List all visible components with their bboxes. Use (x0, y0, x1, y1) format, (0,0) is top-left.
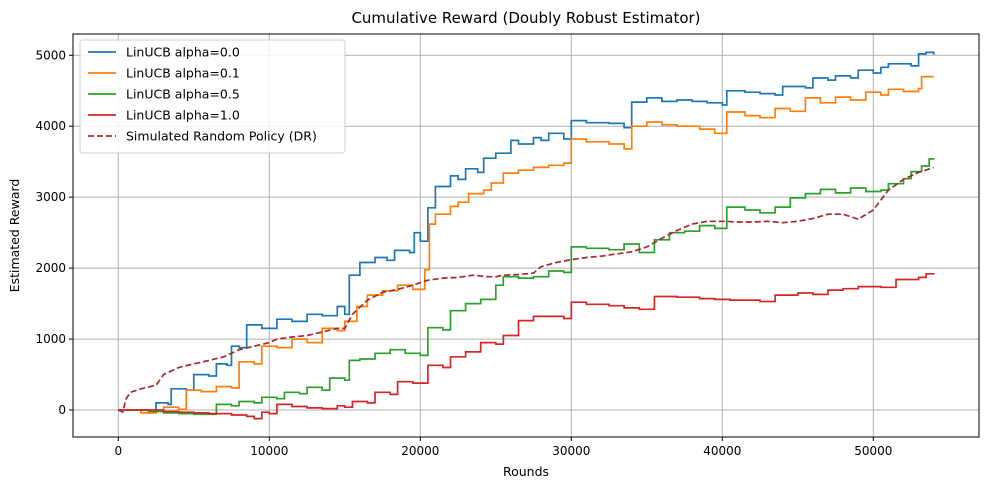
y-axis-label: Estimated Reward (7, 179, 22, 293)
chart-title: Cumulative Reward (Doubly Robust Estimat… (351, 9, 700, 27)
legend-box (79, 39, 346, 154)
x-tick-label: 10000 (250, 444, 288, 458)
x-tick-label: 40000 (703, 444, 741, 458)
y-tick-label: 3000 (35, 190, 66, 204)
y-tick-label: 0 (58, 403, 66, 417)
y-tick-label: 4000 (35, 119, 66, 133)
x-tick-label: 50000 (854, 444, 892, 458)
legend-label: LinUCB alpha=0.5 (126, 87, 240, 102)
legend-label: Simulated Random Policy (DR) (126, 129, 317, 144)
plot-frame (72, 33, 980, 438)
legend-label: LinUCB alpha=0.0 (126, 45, 240, 60)
series-line-2 (118, 158, 935, 416)
x-tick-label: 0 (114, 444, 122, 458)
y-tick-label: 2000 (35, 261, 66, 275)
legend-label: LinUCB alpha=0.1 (126, 66, 240, 81)
y-axis-ticks: 0 1000 2000 3000 4000 5000 (35, 48, 73, 417)
series-line-0 (118, 51, 935, 414)
x-tick-label: 30000 (552, 444, 590, 458)
x-axis-label: Rounds (503, 464, 549, 479)
y-tick-label: 1000 (35, 332, 66, 346)
series-lines (117, 51, 935, 420)
series-line-3 (118, 272, 935, 420)
y-tick-label: 5000 (35, 48, 66, 62)
legend: LinUCB alpha=0.0 LinUCB alpha=0.1 LinUCB a… (79, 39, 346, 154)
series-line-4 (117, 166, 934, 414)
x-tick-label: 20000 (401, 444, 439, 458)
x-axis-ticks: 0 10000 20000 30000 40000 50000 (114, 437, 892, 458)
series-line-1 (118, 75, 934, 414)
legend-label: LinUCB alpha=1.0 (126, 108, 240, 123)
